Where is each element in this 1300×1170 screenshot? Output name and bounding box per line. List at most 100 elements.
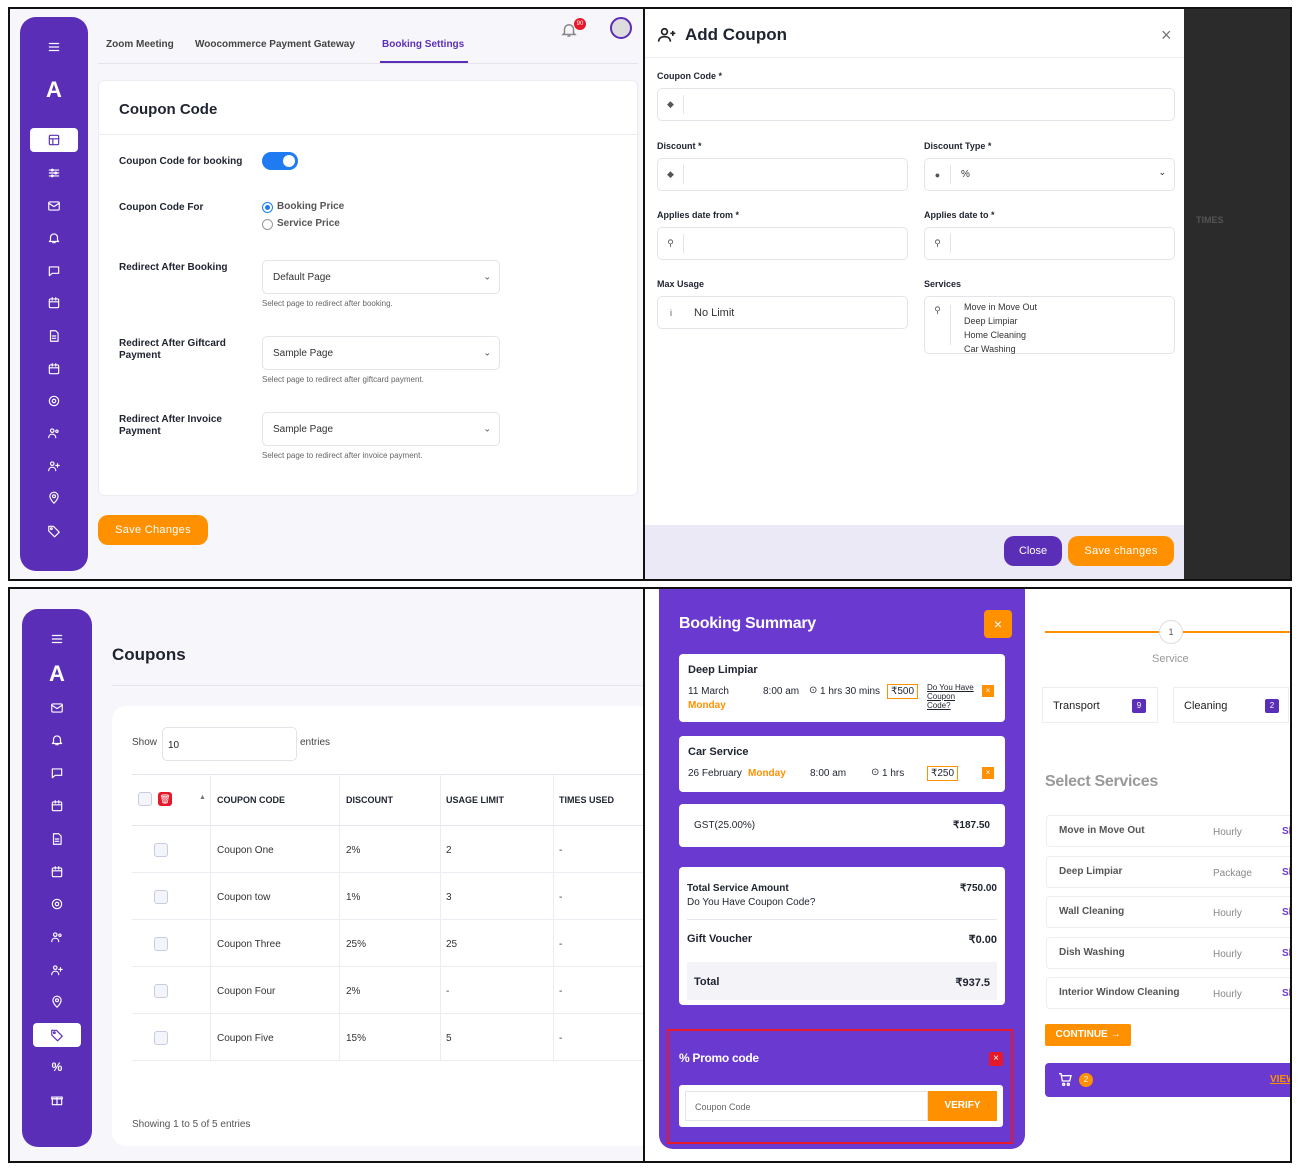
item-time: 8:00 am — [763, 686, 800, 697]
document-icon[interactable] — [33, 827, 81, 851]
select-all-checkbox[interactable] — [138, 792, 152, 806]
percent-icon[interactable]: % — [51, 1060, 63, 1074]
service-option[interactable]: Car Washing — [964, 344, 1016, 354]
document-icon[interactable] — [30, 324, 78, 348]
bell-icon[interactable] — [30, 226, 78, 250]
tag-icon[interactable] — [30, 519, 78, 543]
table-row[interactable] — [132, 920, 643, 967]
booking-item-card: Deep Limpiar 11 March Monday 8:00 am ⊙ 1… — [679, 654, 1005, 722]
service-row[interactable]: Deep LimpiarPackageSh — [1046, 856, 1290, 888]
users-icon[interactable] — [30, 421, 78, 445]
users-icon[interactable] — [33, 925, 81, 949]
max-usage-input[interactable]: i No Limit — [657, 296, 908, 329]
chat-icon[interactable] — [30, 259, 78, 283]
gear-icon[interactable] — [33, 892, 81, 916]
gear-icon[interactable] — [30, 389, 78, 413]
verify-button[interactable]: VERIFY — [928, 1091, 997, 1121]
save-changes-button[interactable]: Save Changes — [98, 515, 208, 545]
applies-from-input[interactable]: ⚲ — [657, 227, 908, 260]
service-option[interactable]: Home Cleaning — [964, 330, 1027, 340]
calendar-icon[interactable] — [30, 291, 78, 315]
category-cleaning[interactable]: Cleaning 2 — [1173, 687, 1289, 723]
save-changes-button[interactable]: Save changes — [1068, 536, 1174, 566]
row-checkbox[interactable] — [154, 984, 168, 998]
entries-label: entries — [300, 737, 331, 748]
row-checkbox[interactable] — [154, 890, 168, 904]
sliders-icon[interactable] — [30, 161, 78, 185]
redirect-booking-select[interactable]: Default Page ⌄ — [262, 260, 500, 294]
row-checkbox[interactable] — [154, 1031, 168, 1045]
delete-icon[interactable]: 🗑 — [158, 792, 172, 806]
redirect-invoice-select[interactable]: Sample Page ⌄ — [262, 412, 500, 446]
service-row[interactable]: Move in Move OutHourlySh — [1046, 815, 1290, 847]
row-checkbox[interactable] — [154, 937, 168, 951]
show-entries-input[interactable]: 10 — [162, 727, 297, 761]
chat-icon[interactable] — [33, 761, 81, 785]
coupon-question[interactable]: Do You Have Coupon Code? — [687, 897, 816, 908]
gift-icon[interactable] — [33, 1088, 81, 1112]
discount-input[interactable]: ◆ — [657, 158, 908, 191]
coupon-code-input[interactable]: ◆ — [657, 88, 1175, 121]
tab-zoom-meeting[interactable]: Zoom Meeting — [106, 39, 174, 50]
promo-close-icon[interactable]: × — [989, 1052, 1003, 1066]
tab-woocommerce[interactable]: Woocommerce Payment Gateway — [195, 39, 355, 50]
sort-icon[interactable]: ▲ — [199, 794, 206, 801]
notification-bell-icon[interactable] — [560, 21, 578, 39]
column-header-times-used[interactable]: TIMES USED — [559, 795, 615, 805]
cell-usage-limit: - — [446, 986, 450, 997]
cart-icon[interactable] — [1057, 1071, 1075, 1089]
table-row[interactable] — [132, 873, 643, 920]
table-row[interactable] — [132, 1014, 643, 1061]
avatar[interactable] — [610, 17, 632, 39]
service-option[interactable]: Move in Move Out — [964, 302, 1038, 312]
mail-icon[interactable] — [33, 696, 81, 720]
total-service-label: Total Service Amount — [687, 883, 789, 894]
radio-booking-price[interactable] — [262, 202, 273, 213]
remove-item-icon[interactable]: × — [982, 767, 994, 779]
row-checkbox[interactable] — [154, 843, 168, 857]
add-user-icon[interactable] — [30, 454, 78, 478]
service-row[interactable]: Dish WashingHourlySh — [1046, 937, 1290, 969]
menu-icon[interactable] — [33, 627, 81, 651]
bell-icon[interactable] — [33, 728, 81, 752]
radio-service-price[interactable] — [262, 219, 273, 230]
column-header-usage-limit[interactable]: USAGE LIMIT — [446, 795, 504, 805]
column-header-discount[interactable]: DISCOUNT — [346, 795, 393, 805]
redirect-giftcard-select[interactable]: Sample Page ⌄ — [262, 336, 500, 370]
tag-icon[interactable] — [33, 1023, 81, 1047]
calendar-alt-icon[interactable] — [30, 357, 78, 381]
coupon-code-input[interactable]: Coupon Code — [685, 1091, 928, 1121]
location-icon[interactable] — [30, 486, 78, 510]
clock-icon: ⊙ — [809, 685, 818, 696]
mail-icon[interactable] — [30, 194, 78, 218]
discount-type-select[interactable]: ●% ⌄ — [924, 158, 1175, 191]
dashboard-icon[interactable] — [30, 128, 78, 152]
add-user-icon[interactable] — [33, 958, 81, 982]
coupon-for-booking-toggle[interactable] — [262, 152, 298, 170]
services-multiselect[interactable]: ⚲ Move in Move Out Deep Limpiar Home Cle… — [924, 296, 1175, 354]
location-icon[interactable] — [33, 990, 81, 1014]
tab-booking-settings[interactable]: Booking Settings — [382, 39, 465, 50]
calendar-icon[interactable] — [33, 794, 81, 818]
close-button[interactable]: Close — [1004, 536, 1062, 566]
page-title: Coupons — [112, 645, 186, 664]
coupons-panel: A % Coupons Show 10 entries 🗑 ▲ COUPON C… — [8, 587, 645, 1163]
table-row[interactable] — [132, 967, 643, 1014]
menu-icon[interactable] — [30, 35, 78, 59]
service-row[interactable]: Wall CleaningHourlySh — [1046, 896, 1290, 928]
item-date: 26 February — [688, 768, 742, 779]
view-link[interactable]: VIEW — [1270, 1074, 1290, 1085]
close-icon[interactable]: × — [984, 610, 1012, 638]
service-row[interactable]: Interior Window CleaningHourlySh — [1046, 977, 1290, 1009]
coupon-link[interactable]: Do You Have Coupon Code? — [927, 683, 974, 710]
continue-button[interactable]: CONTINUE → — [1045, 1024, 1131, 1046]
column-header-coupon-code[interactable]: COUPON CODE — [217, 795, 286, 805]
service-option[interactable]: Deep Limpiar — [964, 316, 1018, 326]
calendar-alt-icon[interactable] — [33, 860, 81, 884]
close-icon[interactable]: × — [1161, 25, 1172, 45]
category-transport[interactable]: Transport 9 — [1042, 687, 1158, 723]
table-row[interactable] — [132, 826, 643, 873]
remove-item-icon[interactable]: × — [982, 685, 994, 697]
applies-to-input[interactable]: ⚲ — [924, 227, 1175, 260]
sidebar: A — [20, 17, 88, 571]
